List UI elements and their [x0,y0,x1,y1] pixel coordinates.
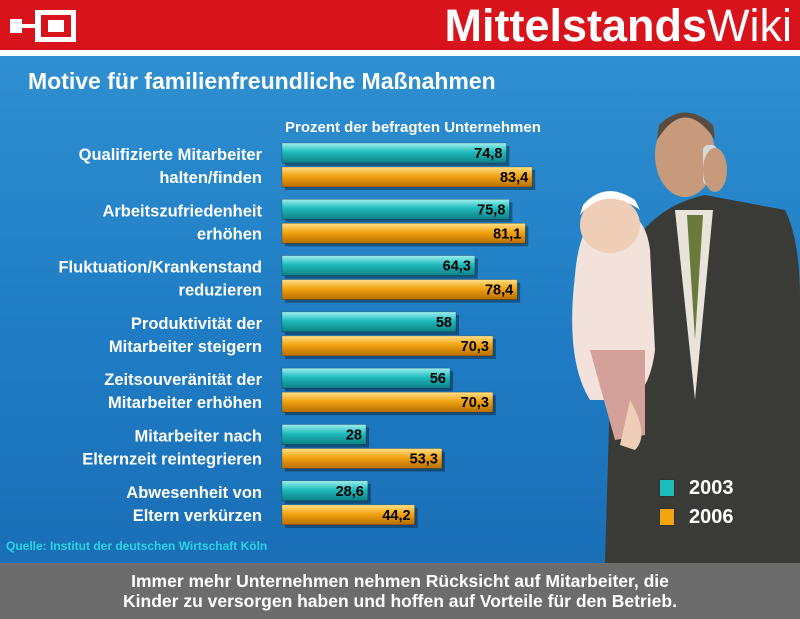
category-label: Zeitsouveränität der [104,371,262,389]
category-label: Abwesenheit von [126,484,262,502]
legend-swatch-2006 [659,508,675,526]
category-label: Mitarbeiter steigern [109,338,262,356]
data-label-2003: 74,8 [474,146,502,162]
bar-2003 [281,480,369,502]
category-label: Elternzeit reintegrieren [82,451,262,469]
data-label-2003: 56 [430,371,446,387]
bar-2003 [281,311,457,333]
bar-2006 [281,166,533,188]
data-label-2006: 70,3 [461,339,489,355]
data-label-2003: 64,3 [443,259,471,275]
header-bar: MittelstandsWiki [0,0,800,51]
data-label-2006: 44,2 [382,508,410,524]
category-label: Qualifizierte Mitarbeiter [79,146,263,164]
bar-2003 [281,367,451,389]
data-label-2003: 75,8 [477,202,505,218]
category-label: Fluktuation/Krankenstand [58,259,262,277]
caption-line-1: Immer mehr Unternehmen nehmen Rücksicht … [131,571,669,591]
bar-2003 [281,199,510,220]
category-label: Arbeitszufriedenheit [102,202,262,220]
father-with-baby-photo [572,112,800,563]
chart-source: Quelle: Institut der deutschen Wirtschaf… [6,539,268,553]
data-label-2003: 28 [346,428,362,444]
bar-2006 [281,448,443,469]
category-label: halten/finden [159,169,262,187]
category-label: Produktivität der [131,315,263,333]
data-label-2006: 70,3 [461,395,489,411]
bar-2006 [281,223,526,244]
bar-2006 [281,279,518,300]
data-label-2006: 53,3 [410,452,438,468]
brand-logo-icon [10,10,76,42]
legend-swatch-2003 [659,479,675,497]
brand-light: Wiki [707,0,792,51]
category-label: Mitarbeiter erhöhen [108,394,262,412]
brand-wordmark: MittelstandsWiki [445,1,793,51]
legend-label-2003: 2003 [689,477,734,499]
data-label-2003: 28,6 [336,484,364,500]
category-label: Mitarbeiter nach [135,428,262,446]
chart-title: Motive für familienfreundliche Maßnahmen [28,68,496,94]
data-label-2003: 58 [436,315,452,331]
chart-subtitle: Prozent der befragten Unternehmen [285,119,541,136]
bar-2006 [281,335,494,357]
bar-2003 [281,424,367,445]
bar-2006 [281,391,494,413]
caption-footer: Immer mehr Unternehmen nehmen Rücksicht … [0,563,800,619]
category-label: reduzieren [179,282,262,300]
bar-2003 [281,255,476,276]
data-label-2006: 78,4 [485,283,513,299]
bar-2006 [281,504,415,526]
category-label: erhöhen [197,225,262,243]
brand-bold: Mittelstands [444,0,708,51]
legend-label-2006: 2006 [689,506,734,528]
data-label-2006: 81,1 [493,226,521,242]
data-label-2006: 83,4 [500,170,528,186]
caption-line-2: Kinder zu versorgen haben und hoffen auf… [123,591,677,611]
header-divider [0,50,800,56]
bar-2003 [281,142,507,164]
category-label: Eltern verkürzen [133,507,262,525]
